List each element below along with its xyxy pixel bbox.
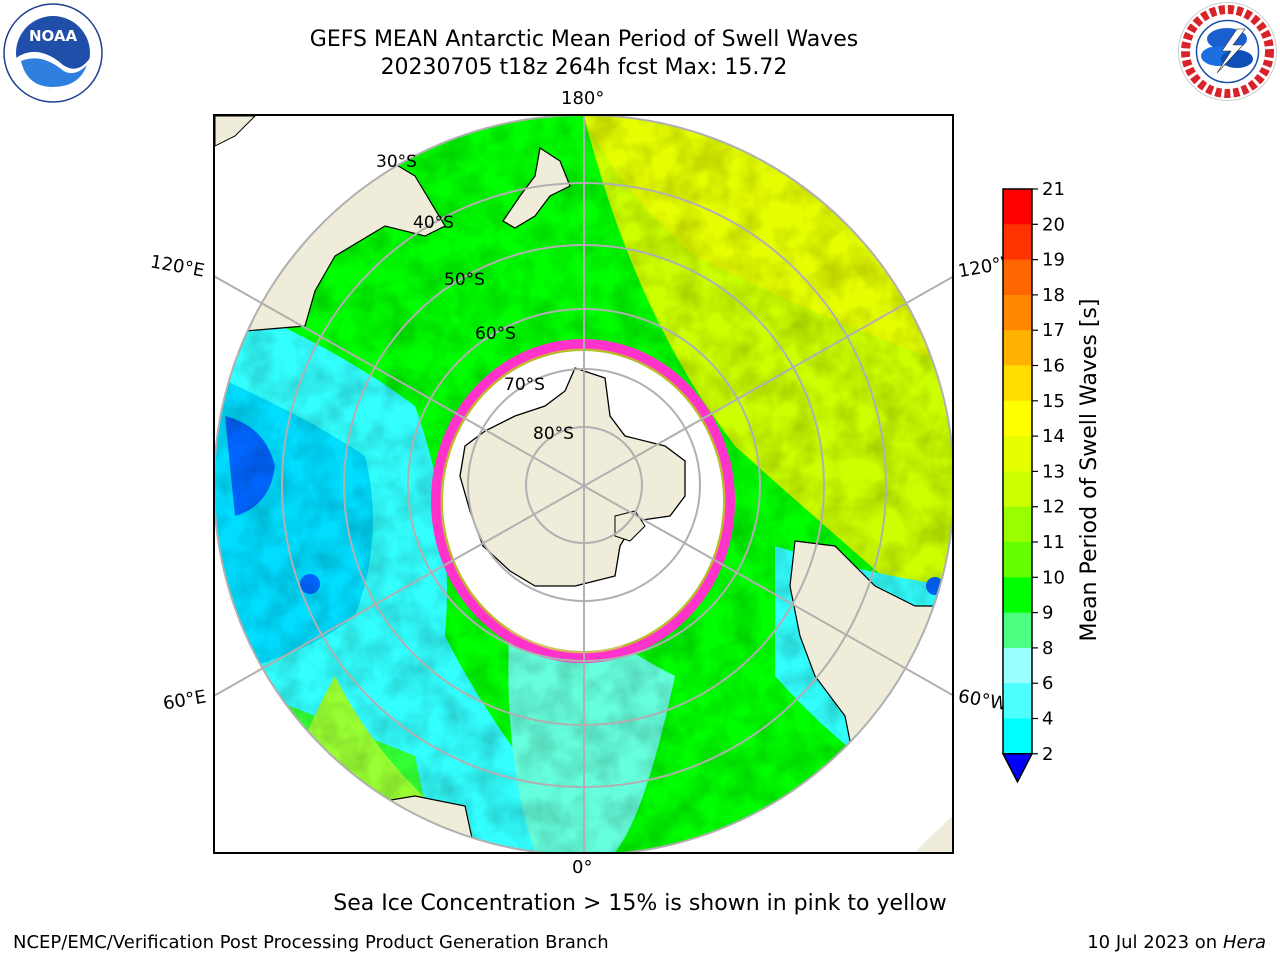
- credit-date-text: 10 Jul 2023 on: [1087, 932, 1223, 953]
- colorbar-band: [1003, 612, 1032, 649]
- colorbar-tick-label: 4: [1042, 709, 1053, 730]
- colorbar-band: [1003, 400, 1032, 437]
- lat-label-80s: 80°S: [533, 424, 574, 444]
- new-zealand-landmass: [502, 147, 571, 229]
- colorbar-band: [1003, 294, 1032, 331]
- lat-label-50s: 50°S: [444, 270, 485, 290]
- lat-label-60s: 60°S: [475, 324, 516, 344]
- lat-label-40s: 40°S: [413, 213, 454, 233]
- colorbar-band: [1003, 577, 1032, 614]
- plot-subtitle: 20230705 t18z 264h fcst Max: 15.72: [380, 55, 788, 80]
- colorbar-tick-label: 20: [1042, 214, 1065, 235]
- colorbar-tick-label: 11: [1042, 532, 1065, 553]
- colorbar-band: [1003, 718, 1032, 755]
- colorbar-tick-label: 21: [1042, 180, 1065, 200]
- colorbar-band: [1003, 189, 1032, 225]
- lat-label-70s: 70°S: [504, 375, 545, 395]
- colorbar-band: [1003, 471, 1032, 508]
- colorbar-tick-label: 14: [1042, 426, 1065, 447]
- plot-title: GEFS MEAN Antarctic Mean Period of Swell…: [309, 27, 859, 52]
- noaa-logo-text: NOAA: [29, 27, 78, 45]
- colorbar-tick-label: 18: [1042, 285, 1065, 306]
- meridian-lines: [215, 116, 952, 852]
- colorbar-title: Mean Period of Swell Waves [s]: [1077, 298, 1102, 642]
- colorbar-tick-label: 8: [1042, 638, 1053, 659]
- colorbar-tick-label: 12: [1042, 497, 1065, 518]
- colorbar-band: [1003, 506, 1032, 543]
- credit-branch: NCEP/EMC/Verification Post Processing Pr…: [13, 932, 609, 953]
- colorbar-band: [1003, 542, 1032, 578]
- colorbar-tick-label: 15: [1042, 391, 1065, 412]
- map-panel: [213, 114, 954, 854]
- colorbar-band: [1003, 365, 1032, 402]
- noaa-logo: NOAA: [3, 3, 103, 103]
- colorbar-band: [1003, 330, 1032, 366]
- nws-logo: [1177, 1, 1278, 102]
- colorbar-band: [1003, 224, 1032, 261]
- colorbar-band: [1003, 683, 1032, 719]
- colorbar-tick-label: 10: [1042, 567, 1065, 588]
- lon-label-180: 180°: [561, 88, 605, 109]
- lon-label-0: 0°: [572, 857, 593, 878]
- colorbar-tick-label: 9: [1042, 603, 1053, 624]
- sea-ice-footnote: Sea Ice Concentration > 15% is shown in …: [333, 891, 947, 916]
- lat-label-30s: 30°S: [376, 152, 417, 172]
- antarctica-landmass: [459, 367, 686, 587]
- colorbar-extend-min: [1001, 753, 1034, 784]
- colorbar-tick-label: 16: [1042, 356, 1065, 377]
- polar-map: [215, 116, 952, 852]
- credit-host: Hera: [1222, 932, 1266, 953]
- africa-landmass: [328, 795, 476, 852]
- lon-label-120e: 120°E: [148, 251, 207, 282]
- madagascar-landmass: [215, 765, 296, 832]
- colorbar-tick-label: 13: [1042, 461, 1065, 482]
- colorbar-band: [1003, 647, 1032, 684]
- colorbar: 21 20 19 18 17 16 15 14 13 12 11 10 9 8 6 4 2: [1001, 180, 1065, 784]
- colorbar-band: [1003, 436, 1032, 472]
- colorbar-tick-label: 2: [1042, 744, 1053, 765]
- credit-date: 10 Jul 2023 on Hera: [1087, 932, 1266, 953]
- colorbar-tick-label: 17: [1042, 320, 1065, 341]
- colorbar-tick-label: 6: [1042, 673, 1053, 694]
- colorbar-tick-label: 19: [1042, 250, 1065, 271]
- lon-label-60e: 60°E: [161, 686, 208, 715]
- colorbar-band: [1003, 259, 1032, 296]
